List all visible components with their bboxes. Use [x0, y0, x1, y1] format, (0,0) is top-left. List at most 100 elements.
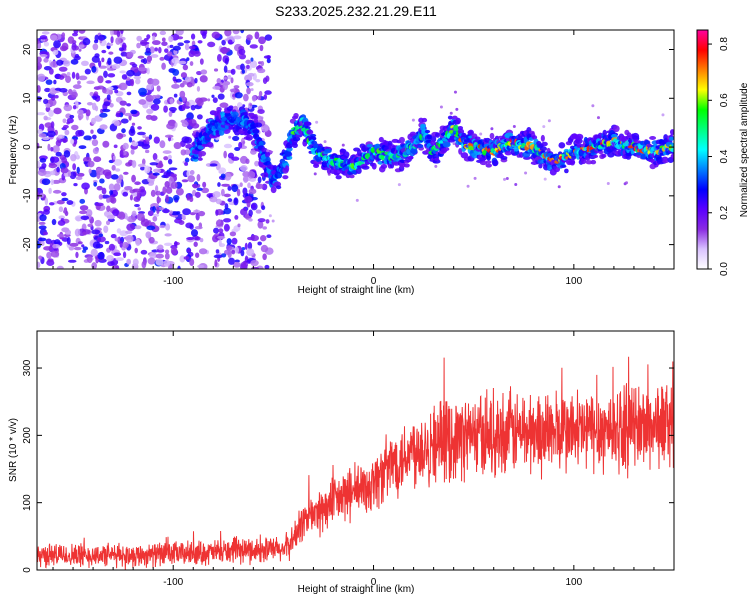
- noise-blob: [107, 67, 115, 71]
- noise-blob: [234, 259, 240, 263]
- noise-blob: [181, 179, 189, 183]
- noise-blob: [107, 260, 115, 267]
- snr-y-tick-label: 0: [22, 567, 33, 573]
- noise-blob: [120, 118, 129, 124]
- noise-blob: [37, 73, 46, 82]
- noise-blob: [154, 185, 159, 193]
- noise-blob: [255, 78, 261, 83]
- noise-blob: [134, 225, 142, 230]
- noise-blob: [86, 80, 95, 85]
- signal-blob: [538, 163, 543, 169]
- noise-blob: [266, 234, 272, 238]
- noise-blob: [240, 249, 245, 257]
- noise-blob: [216, 78, 222, 85]
- signal-blob: [349, 174, 355, 179]
- noise-blob: [131, 122, 136, 126]
- noise-blob: [212, 97, 218, 103]
- noise-blob: [118, 47, 125, 52]
- noise-blob: [108, 51, 114, 55]
- noise-blob: [172, 76, 177, 82]
- signal-spur: [260, 116, 264, 120]
- noise-blob: [130, 78, 135, 87]
- noise-blob: [109, 102, 114, 108]
- noise-blob: [157, 197, 162, 203]
- noise-blob: [119, 100, 127, 106]
- noise-blob: [222, 218, 232, 223]
- noise-blob: [56, 59, 64, 66]
- signal-spur: [327, 172, 331, 176]
- noise-blob: [152, 216, 158, 222]
- noise-blob: [137, 126, 142, 130]
- signal-blob: [361, 145, 369, 152]
- signal-spur: [596, 116, 600, 120]
- noise-blob: [155, 94, 161, 99]
- noise-blob: [189, 61, 194, 66]
- noise-blob: [112, 155, 116, 160]
- noise-blob: [231, 237, 238, 245]
- signal-blob: [485, 163, 492, 168]
- noise-blob: [43, 209, 50, 215]
- noise-blob: [130, 109, 138, 115]
- noise-blob: [164, 242, 173, 247]
- noise-blob: [87, 223, 94, 228]
- noise-blob: [159, 140, 166, 149]
- noise-blob: [189, 170, 195, 175]
- signal-blob: [303, 121, 312, 127]
- signal-blob: [197, 157, 203, 161]
- noise-blob: [43, 98, 49, 105]
- noise-blob: [50, 250, 60, 258]
- noise-blob: [73, 30, 79, 34]
- colorbar-tick-label: 0.0: [719, 262, 730, 276]
- signal-blob: [467, 129, 474, 136]
- noise-blob: [234, 215, 239, 220]
- signal-blob: [474, 136, 481, 141]
- noise-blob: [251, 95, 257, 102]
- noise-blob: [75, 216, 81, 222]
- noise-blob: [37, 128, 43, 135]
- noise-blob: [209, 196, 218, 203]
- signal-spur: [207, 98, 211, 102]
- noise-blob: [92, 147, 99, 155]
- noise-blob: [93, 181, 98, 187]
- noise-blob: [174, 241, 178, 247]
- noise-blob: [112, 209, 120, 217]
- signal-blob: [458, 147, 463, 155]
- noise-blob: [134, 203, 140, 208]
- noise-blob: [121, 128, 126, 134]
- noise-blob: [52, 189, 62, 194]
- noise-blob: [46, 251, 52, 259]
- noise-blob: [57, 219, 66, 226]
- spectrogram-x-ticks: -100 0 100: [52, 30, 675, 287]
- noise-blob: [130, 148, 135, 155]
- noise-blob: [66, 236, 71, 245]
- noise-blob: [71, 91, 78, 98]
- signal-blob: [598, 150, 604, 155]
- signal-blob: [531, 135, 538, 140]
- signal-blob: [270, 186, 277, 194]
- noise-blob: [114, 89, 119, 94]
- noise-blob: [262, 226, 267, 230]
- signal-spur: [453, 90, 457, 94]
- spectrogram-y-axis-label: Frequency (Hz): [8, 116, 19, 185]
- noise-blob: [72, 84, 82, 89]
- noise-blob: [169, 44, 174, 49]
- noise-blob: [103, 70, 108, 78]
- noise-blob: [139, 189, 147, 197]
- noise-blob: [137, 131, 146, 136]
- noise-blob: [53, 107, 62, 115]
- noise-blob: [164, 134, 174, 138]
- colorbar-tick-label: 0.8: [719, 37, 730, 51]
- noise-blob: [175, 187, 184, 196]
- signal-blob: [442, 141, 451, 148]
- signal-spur: [514, 182, 518, 186]
- signal-blob: [253, 114, 258, 118]
- noise-blob: [257, 68, 266, 74]
- noise-blob: [69, 242, 79, 247]
- noise-blob: [181, 103, 186, 111]
- noise-blob: [57, 134, 65, 139]
- noise-blob: [51, 179, 61, 184]
- noise-blob: [159, 30, 167, 36]
- noise-blob: [74, 53, 80, 59]
- noise-blob: [106, 197, 111, 203]
- noise-blob: [246, 248, 255, 257]
